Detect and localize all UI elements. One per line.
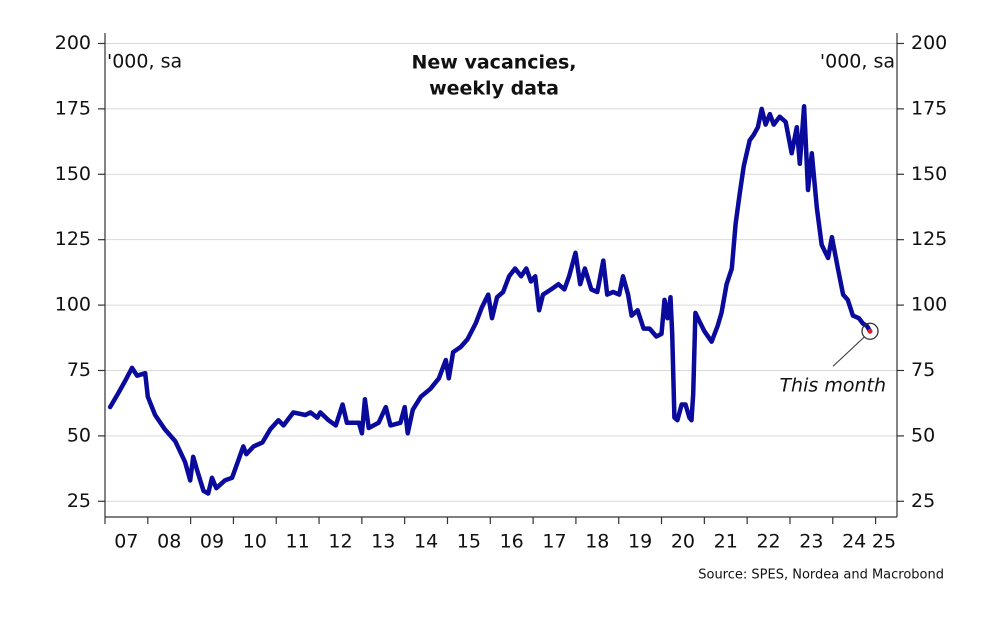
y2-tick-label: 50 xyxy=(911,424,935,446)
data-line xyxy=(107,104,873,496)
x-tick-label: 12 xyxy=(328,531,352,553)
x-tick-label: 13 xyxy=(371,531,395,553)
y2-tick-label: 125 xyxy=(911,228,947,250)
y-tick-label: 75 xyxy=(67,359,91,381)
x-tick-label: 15 xyxy=(457,531,481,553)
x-tick-label: 25 xyxy=(872,531,896,553)
x-tick-label: 23 xyxy=(799,531,823,553)
y2-tick-label: 175 xyxy=(911,97,947,119)
x-tick-label: 10 xyxy=(243,531,267,553)
y2-tick-label: 25 xyxy=(911,490,935,512)
x-tick-label: 20 xyxy=(671,531,695,553)
x-tick-label: 16 xyxy=(500,531,524,553)
x-tick-label: 22 xyxy=(756,531,780,553)
y-tick-label: 175 xyxy=(55,97,91,119)
x-tick-label: 14 xyxy=(414,531,438,553)
chart-title: weekly data xyxy=(429,78,559,100)
latest-dot xyxy=(867,328,873,334)
annotation-leader xyxy=(832,336,865,367)
chart-title: New vacancies, xyxy=(412,52,577,74)
x-tick-label: 18 xyxy=(585,531,609,553)
annotation: This month xyxy=(779,375,886,397)
x-tick-label: 19 xyxy=(628,531,652,553)
y-tick-label: 200 xyxy=(55,32,91,54)
x-tick-label: 21 xyxy=(714,531,738,553)
y2-tick-label: 100 xyxy=(911,294,947,316)
y2-unit-label: '000, sa xyxy=(820,51,895,73)
y-tick-label: 25 xyxy=(67,490,91,512)
y-tick-label: 125 xyxy=(55,228,91,250)
y-unit-label: '000, sa xyxy=(107,51,182,73)
x-tick-label: 09 xyxy=(200,531,224,553)
y2-tick-label: 150 xyxy=(911,163,947,185)
x-tick-label: 08 xyxy=(157,531,181,553)
x-tick-label: 07 xyxy=(114,531,138,553)
y-tick-label: 100 xyxy=(55,294,91,316)
source: Source: SPES, Nordea and Macrobond xyxy=(698,568,944,583)
y-tick-label: 50 xyxy=(67,424,91,446)
latest-marker xyxy=(861,322,879,340)
y2-tick-label: 200 xyxy=(911,32,947,54)
x-tick-label: 24 xyxy=(842,531,866,553)
x-tick-label: 17 xyxy=(542,531,566,553)
y-tick-label: 150 xyxy=(55,163,91,185)
y2-tick-label: 75 xyxy=(911,359,935,381)
x-tick-label: 11 xyxy=(286,531,310,553)
